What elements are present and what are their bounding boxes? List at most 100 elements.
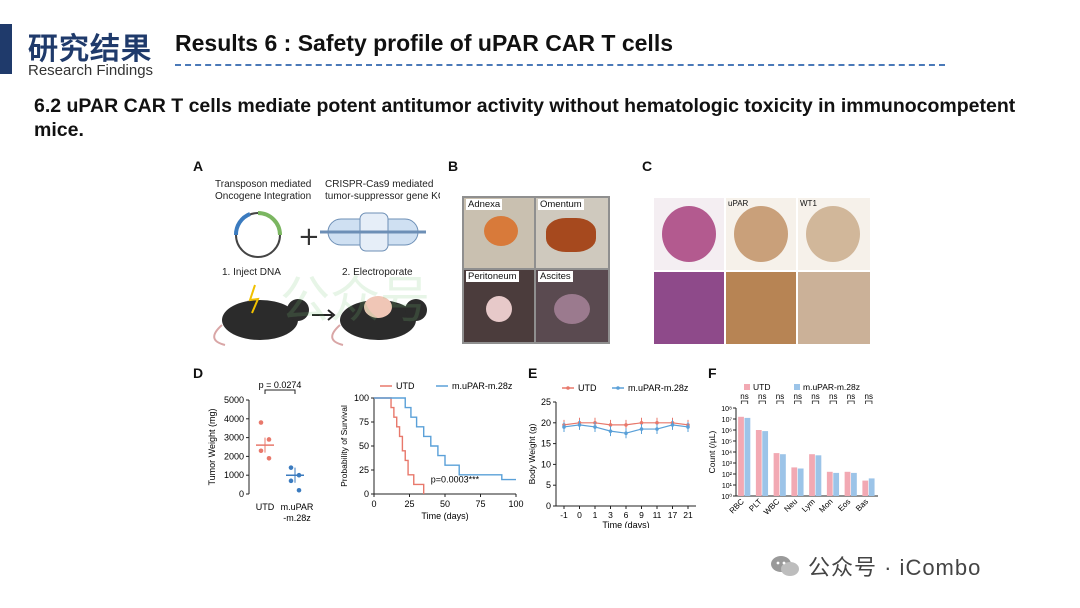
data-point [639,427,644,431]
y-tick-label: 10⁸ [721,406,732,413]
data-point [655,421,659,425]
data-point [624,423,628,427]
slide-title: Results 6 : Safety profile of uPAR CAR T… [175,30,674,56]
mouse-icon [213,284,309,346]
legend-swatch [744,384,750,390]
significance-label: ns [794,392,802,401]
y-tick-label: 50 [359,441,369,451]
panel-a-text2: Oncogene Integration [215,191,311,202]
x-tick-label: 0 [371,499,376,509]
panel-label-c: C [642,158,653,174]
significance-bracket [758,400,766,404]
mouse-with-tumor-icon [331,296,427,346]
photo-label-omentum: Omentum [538,199,584,210]
data-point [266,437,272,442]
histology-he-low [654,198,724,270]
data-point [608,429,613,433]
data-point [296,487,302,493]
bar [791,467,798,496]
x-tick-label: 1 [593,510,598,520]
y-tick-label: 4000 [224,414,244,424]
bar [826,471,833,496]
photo-adnexa: Adnexa [464,198,534,268]
panel-label-e: E [528,365,538,381]
section-title-cn: 研究结果 [28,32,152,67]
x-tick-label: 75 [475,499,485,509]
panel-a-text1: Transposon mediated [215,179,311,190]
legend-label: m.uPAR-m.28z [628,383,689,393]
x-tick-label: 0 [577,510,582,520]
bar [862,480,869,496]
legend-label: m.uPAR-m.28z [803,382,860,392]
chart-blood-counts: 10⁰ 10¹ 10² 10³ 10⁴ 10⁵ 10⁶ 10⁷ 10⁸ Count (/µL) ns… [707,382,878,517]
data-point [655,427,659,431]
panel-label-f: F [708,365,717,381]
histology-tag-wt1: WT1 [800,199,817,208]
bar [844,471,851,496]
panel-b-photos: Adnexa Omentum Peritoneum Ascites [462,196,610,344]
x-category-label: m.uPAR [281,502,314,512]
x-tick-label: Neu [782,497,799,514]
photo-label-peritoneum: Peritoneum [466,271,519,282]
y-tick-label: 10⁰ [721,493,732,501]
significance-label: ns [865,392,873,401]
y-tick-label: 25 [359,465,369,475]
histology-upar-high [726,272,796,344]
x-tick-label: 17 [668,510,678,520]
panel-a-text4: tumor-suppressor gene KO [325,191,440,202]
watermark-text: 公众号 · iCombo [808,555,982,580]
data-point [258,448,264,454]
bar [780,454,786,496]
panel-a-schematic: Transposon mediated Oncogene Integration… [213,179,440,346]
p-value-annotation: p=0.0003*** [431,474,480,484]
significance-bracket [865,400,873,404]
x-tick-label: Mon [817,497,834,514]
watermark: 公众号 · iCombo [770,550,981,582]
significance-label: ns [776,392,784,401]
bar [809,454,815,496]
histology-he-high [654,272,724,344]
data-point [288,465,294,470]
bar [868,478,875,496]
photo-label-adnexa: Adnexa [466,199,503,210]
significance-label: ns [829,392,837,401]
y-axis-label: Count (/µL) [707,430,717,473]
x-category-label: UTD [256,502,275,512]
x-axis-label: Time (days) [602,520,649,528]
significance-label: ns [847,392,855,401]
histology-wt1-high [798,272,870,344]
x-tick-label: Eos [836,497,852,513]
x-tick-label: 50 [440,499,450,509]
legend-label: UTD [578,383,597,393]
data-point [266,455,272,461]
significance-label: ns [811,392,819,401]
significance-bracket [829,400,837,404]
x-tick-label: 25 [404,499,414,509]
significance-bracket [794,400,802,404]
electroporation-device-icon [320,212,426,252]
data-point [639,421,644,425]
photo-omentum: Omentum [536,198,608,268]
y-tick-label: 10⁵ [721,439,732,446]
y-axis-label: Tumor Weight (mg) [207,408,217,485]
photo-ascites: Ascites [536,270,608,342]
x-tick-label: Bas [854,497,870,513]
y-tick-label: 10³ [722,461,733,468]
bar [773,453,780,496]
y-tick-label: 10² [722,472,733,479]
y-tick-label: 3000 [224,433,244,443]
panel-label-a: A [193,158,204,174]
data-point [624,431,628,435]
legend-label: UTD [753,382,770,392]
accent-bar [0,24,12,74]
y-tick-label: 0 [546,501,551,511]
panel-a-step1: 1. Inject DNA [222,267,281,278]
data-point [258,420,264,425]
y-tick-label: 15 [541,439,551,449]
bar [797,468,804,496]
wechat-icon [771,556,799,576]
x-category-label: -m.28z [283,513,311,523]
y-tick-label: 10⁴ [721,450,732,457]
x-tick-label: Lym [800,497,817,514]
panel-label-b: B [448,158,459,174]
